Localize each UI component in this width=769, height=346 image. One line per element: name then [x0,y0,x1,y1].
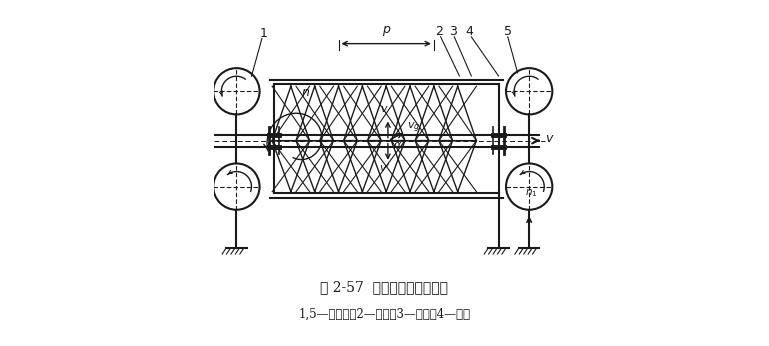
Text: 图 2-57  多斜辊转毇矫直机图: 图 2-57 多斜辊转毇矫直机图 [321,280,448,294]
Text: $n$: $n$ [301,86,310,99]
Text: 2: 2 [435,25,443,38]
Text: $p$: $p$ [381,25,391,38]
Text: $v'$: $v'$ [379,161,390,174]
Text: 4: 4 [466,25,474,38]
Text: $\alpha$: $\alpha$ [393,140,402,150]
Text: 1: 1 [260,27,268,40]
Text: 5: 5 [504,25,511,38]
Text: 3: 3 [448,25,457,38]
Text: $n_1$: $n_1$ [524,188,538,199]
Text: $v$: $v$ [380,104,389,114]
Text: $v$: $v$ [545,133,554,145]
Text: $v_g$: $v_g$ [407,121,420,135]
Text: 1,5—夹送辊；2—转毇；3—斜辊；4—带轮: 1,5—夹送辊；2—转毇；3—斜辊；4—带轮 [298,308,471,321]
